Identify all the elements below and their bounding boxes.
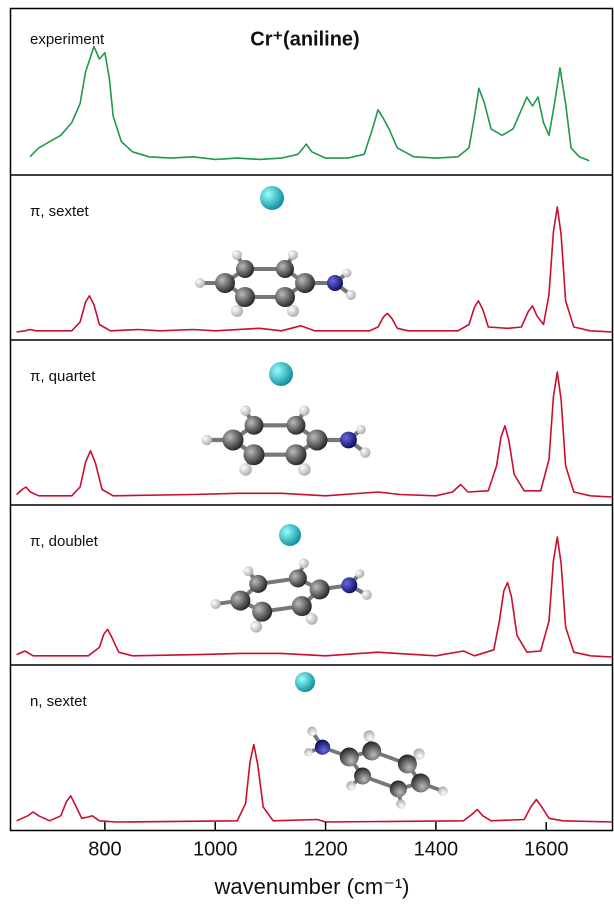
spectrum-line: [17, 207, 613, 332]
panel-label: π, doublet: [30, 533, 99, 550]
molecule: [202, 405, 371, 475]
panel-label: experiment: [30, 31, 105, 48]
molecule: [195, 250, 356, 317]
chart-title: Cr⁺(aniline): [250, 28, 359, 50]
x-tick-label: 1000: [193, 838, 238, 860]
molecules: [195, 186, 459, 822]
panel-label: π, sextet: [30, 203, 90, 220]
x-tick-label: 1200: [303, 838, 348, 860]
x-tick-label: 1600: [524, 838, 569, 860]
chart: experiment Cr⁺(aniline) π, sextet π, quarte…: [0, 0, 614, 905]
panel-label: n, sextet: [30, 693, 88, 710]
panel-label: π, quartet: [30, 368, 96, 385]
x-tick-label: 1400: [414, 838, 459, 860]
x-axis-label: wavenumber (cm⁻¹): [214, 874, 410, 899]
cr-atom: [269, 362, 293, 386]
cr-atom: [279, 524, 301, 546]
cr-atom: [260, 186, 284, 210]
molecule: [293, 710, 458, 822]
molecule: [206, 550, 375, 639]
x-tick-label: 800: [88, 838, 121, 860]
spectrum-line: [17, 745, 613, 823]
cr-atom: [295, 672, 315, 692]
frame: [11, 9, 613, 831]
spectrum-line: [30, 46, 589, 160]
page: experiment Cr⁺(aniline) π, sextet π, quarte…: [0, 0, 614, 905]
